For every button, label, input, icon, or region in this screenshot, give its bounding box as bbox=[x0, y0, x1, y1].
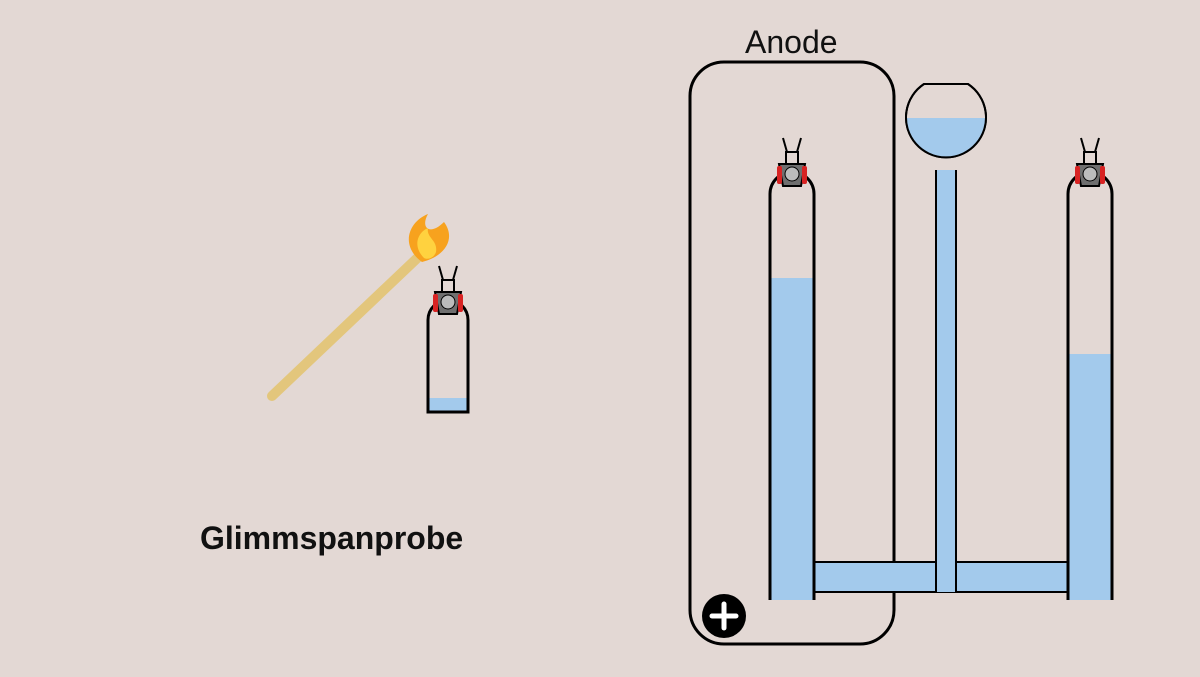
test-tube bbox=[428, 266, 468, 412]
stopcock bbox=[777, 138, 807, 186]
stopcock bbox=[433, 266, 463, 314]
glimmspanprobe-title: Glimmspanprobe bbox=[200, 520, 463, 557]
flame-icon bbox=[409, 214, 449, 262]
reservoir-water bbox=[906, 118, 986, 158]
reservoir-stem bbox=[936, 170, 956, 592]
stopcock bbox=[1075, 138, 1105, 186]
glowing-splint bbox=[272, 246, 430, 396]
anode-tube bbox=[770, 138, 814, 600]
reservoir-bulb bbox=[906, 84, 986, 158]
anode-label: Anode bbox=[745, 24, 838, 61]
cathode-tube bbox=[1068, 138, 1112, 600]
